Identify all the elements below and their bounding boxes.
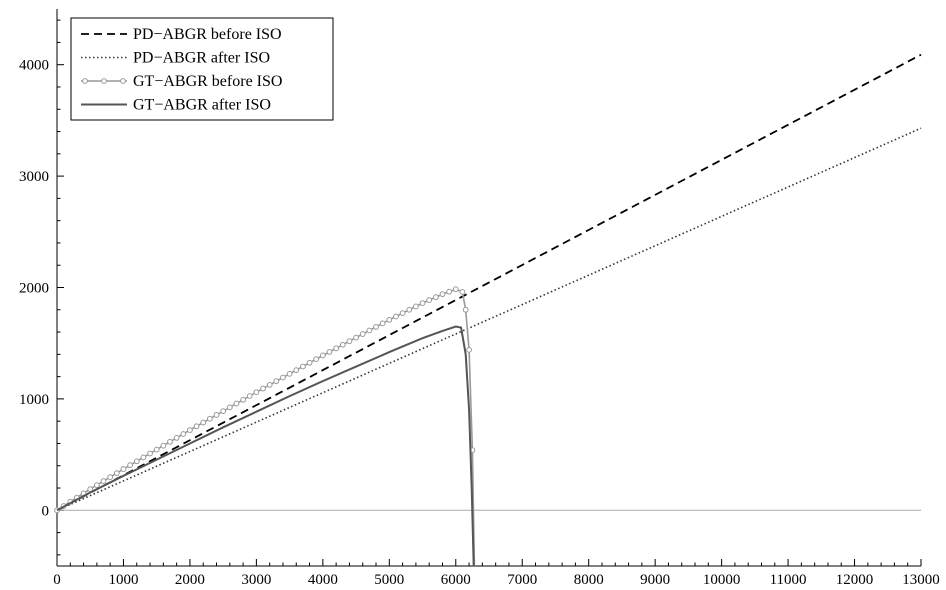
series-marker [333,345,340,352]
series-marker [93,482,100,489]
series-marker [206,415,213,422]
series-marker [133,458,140,465]
series-marker [353,334,359,341]
series-marker [379,320,386,327]
series-marker [193,423,200,430]
series-marker [293,367,300,374]
series-marker [326,348,333,355]
legend-marker [120,78,126,84]
series-marker [466,346,472,353]
legend-label: GT−ABGR before ISO [133,73,282,90]
x-tick-label: 5000 [374,572,404,588]
series-marker [300,363,306,370]
series-group [54,53,922,567]
legend-label: PD−ABGR before ISO [133,26,282,43]
series-marker [120,466,127,472]
legend-box [70,17,334,121]
x-tick-label: 2000 [175,572,205,588]
series-marker [426,297,433,304]
series-marker [406,306,413,313]
x-tick-label: 6000 [441,572,471,588]
x-tick-label: 10000 [703,572,741,588]
x-tick-label: 8000 [574,572,604,588]
series-marker [393,313,399,320]
series-marker [253,389,260,396]
y-tick-label: 3000 [19,169,49,185]
series-marker [446,288,453,295]
series-marker [432,294,439,301]
series-line-4 [56,325,475,567]
x-tick-label: 3000 [241,572,271,588]
series-marker [462,306,469,313]
x-tick-label: 4000 [308,572,338,588]
series-marker [187,427,193,433]
series-marker [346,338,353,345]
series-marker [313,356,320,363]
series-marker [180,431,187,437]
series-marker [140,454,147,461]
x-tick-label: 0 [53,572,61,588]
axes: 0 1000 2000 3000 4000 5000 6000 7000 8000 9000 100… [19,9,940,588]
series-marker [246,393,253,399]
series-marker [260,385,266,392]
x-tick-label: 1000 [108,572,138,588]
series-marker [386,316,393,323]
series-marker [173,434,180,441]
series-marker [373,324,379,330]
series-marker [167,438,173,445]
y-tick-label: 4000 [19,58,49,74]
series-line-3 [56,288,476,567]
legend-marker [101,78,107,84]
legend: PD−ABGR before ISO PD−ABGR after ISO GT−AB… [70,17,334,121]
series-line-1 [56,53,922,512]
legend-marker [82,78,88,84]
series-marker [220,408,227,415]
x-tick-label: 12000 [836,572,874,588]
legend-label: GT−ABGR after ISO [133,97,271,114]
series-marker [412,303,419,310]
series-marker [213,412,220,418]
legend-label: PD−ABGR after ISO [133,50,270,67]
x-tick-label: 11000 [770,572,807,588]
series-marker [107,474,114,481]
y-tick-label: 2000 [19,281,49,297]
series-marker [452,286,459,293]
series-marker [200,419,207,426]
y-tick-label: 1000 [19,392,49,408]
series-marker [113,470,120,476]
series-marker [419,300,426,306]
series-marker [226,404,233,411]
series-marker [286,370,293,377]
series-marker [147,450,153,457]
series-marker [153,446,160,453]
series-marker [160,442,167,449]
series-marker [439,291,446,298]
series-marker [366,327,373,334]
series-marker [100,478,107,485]
series-marker [266,381,273,388]
x-tick-label: 7000 [507,572,537,588]
series-marker [459,289,466,295]
series-marker [240,396,246,403]
series-marker [339,341,346,348]
series-marker [399,310,406,317]
series-marker [306,359,313,366]
series-marker [319,352,326,359]
series-marker [280,374,286,381]
series-marker [127,462,134,469]
x-tick-label: 13000 [902,572,940,588]
series-marker [359,331,366,337]
series-marker [273,378,280,385]
y-tick-label: 0 [42,503,50,519]
series-marker [233,400,240,407]
series-line-2 [56,127,922,512]
x-tick-label: 9000 [640,572,670,588]
